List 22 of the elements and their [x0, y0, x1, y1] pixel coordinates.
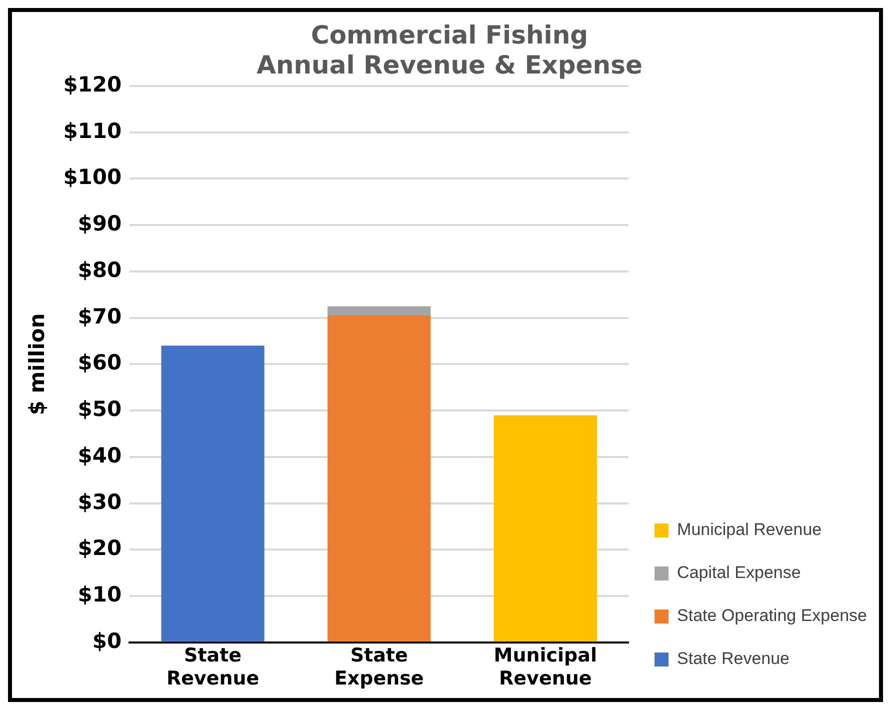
y-tick-label: $10 — [78, 582, 122, 606]
y-tick-label: $0 — [92, 628, 122, 653]
text: Annual Revenue & Expense — [256, 50, 642, 80]
y-tick-label: $20 — [78, 536, 122, 560]
y-tick-label: $110 — [63, 118, 122, 143]
legend-label: Municipal Revenue — [677, 520, 822, 540]
y-tick-label: $70 — [78, 304, 122, 328]
x-tick-label: State Expense — [334, 644, 424, 690]
y-tick-label: $50 — [78, 397, 122, 422]
x-tick-label: State Revenue — [166, 644, 260, 690]
y-tick-label: $100 — [63, 165, 122, 190]
text: Commercial Fishing — [310, 20, 588, 50]
y-axis-title: $ million — [25, 313, 50, 416]
y-tick-label: $80 — [78, 258, 122, 282]
y-tick-label: $40 — [78, 443, 122, 468]
y-tick-label: $60 — [78, 350, 122, 375]
y-tick-label: $120 — [63, 72, 122, 96]
legend-label: Capital Expense — [677, 563, 801, 582]
y-tick-label: $90 — [78, 212, 122, 236]
y-tick-label: $30 — [78, 490, 122, 514]
legend-label: State Operating Expense — [677, 606, 868, 626]
x-tick-label: Municipal Revenue — [494, 644, 597, 690]
